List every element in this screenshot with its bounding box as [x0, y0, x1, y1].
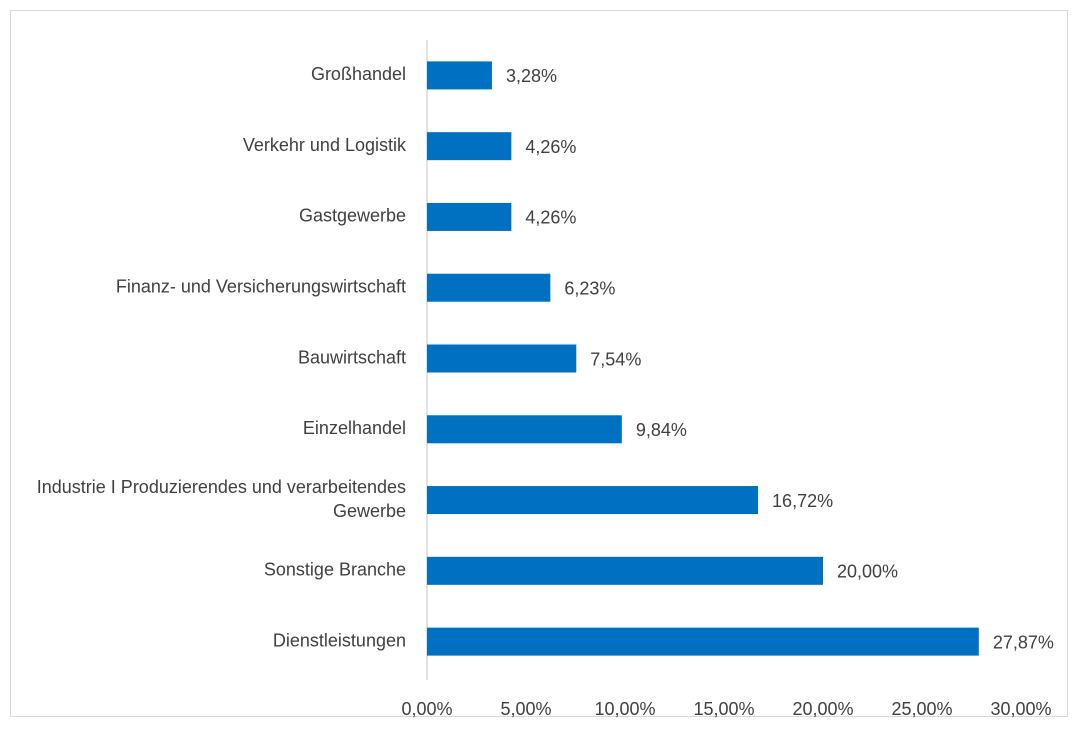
y-tick-label: Finanz- und Versicherungswirtschaft [116, 276, 406, 296]
y-tick-label: Verkehr und Logistik [243, 135, 407, 155]
y-tick-label: Sonstige Branche [264, 560, 406, 580]
data-label: 4,26% [525, 137, 576, 157]
data-label: 3,28% [506, 66, 557, 86]
data-label: 16,72% [772, 491, 833, 511]
bar [427, 556, 823, 585]
x-tick-label: 20,00% [792, 699, 853, 719]
data-label: 7,54% [590, 349, 641, 369]
x-tick-label: 5,00% [500, 699, 551, 719]
data-label: 6,23% [564, 278, 615, 298]
y-tick-label: Bauwirtschaft [298, 347, 406, 367]
y-tick-label: Gastgewerbe [299, 206, 406, 226]
y-tick-label: Einzelhandel [303, 418, 406, 438]
bar [427, 202, 512, 231]
y-tick-label: Industrie I Produzierendes und verarbeit… [37, 477, 406, 521]
y-tick-label: Dienstleistungen [273, 630, 406, 650]
x-tick-label: 10,00% [594, 699, 655, 719]
bar [427, 415, 622, 444]
x-tick-label: 0,00% [401, 699, 452, 719]
bar [427, 486, 759, 515]
bar [427, 61, 492, 90]
x-tick-label: 25,00% [891, 699, 952, 719]
bar [427, 273, 551, 302]
x-tick-label: 15,00% [693, 699, 754, 719]
data-label: 20,00% [837, 562, 898, 582]
y-tick-label: Großhandel [311, 64, 406, 84]
data-label: 9,84% [636, 420, 687, 440]
bar [427, 627, 979, 656]
bar [427, 344, 577, 373]
bar [427, 132, 512, 161]
data-label: 4,26% [525, 208, 576, 228]
data-label: 27,87% [993, 632, 1054, 652]
x-tick-label: 30,00% [990, 699, 1051, 719]
